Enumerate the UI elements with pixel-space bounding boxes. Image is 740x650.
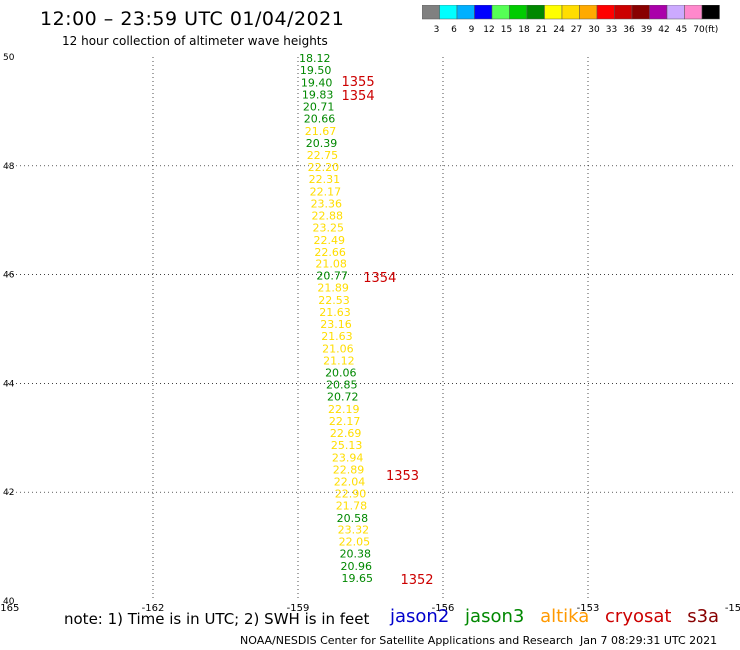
swh-value-label: 22.88 (312, 209, 344, 222)
swh-value-label: 22.49 (313, 234, 345, 247)
y-tick-label: 44 (3, 379, 15, 389)
y-tick-label: 46 (3, 271, 15, 281)
colorbar-label: 70 (693, 25, 705, 35)
legend-jason3: jason3 (465, 606, 525, 627)
generated-timestamp: Jan 7 08:29:31 UTC 2021 (580, 634, 718, 647)
swh-value-label: 22.17 (310, 185, 342, 198)
swh-value-label: 21.67 (305, 125, 337, 138)
y-tick-label: 40 (3, 597, 15, 607)
colorbar-label: 33 (606, 25, 617, 35)
swh-value-label: 23.36 (311, 197, 343, 210)
swh-value-label: 18.12 (299, 52, 331, 65)
swh-value-label: 21.63 (319, 306, 351, 319)
swh-value-label: 23.25 (313, 221, 345, 234)
swh-value-label: 25.13 (331, 439, 363, 452)
colorbar-label: 18 (518, 25, 530, 35)
swh-value-label: 22.90 (335, 487, 367, 500)
pass-number-label: 1353 (386, 469, 419, 484)
legend-cryosat: cryosat (605, 606, 672, 627)
swh-value-label: 21.78 (336, 499, 368, 512)
swh-value-label: 20.38 (340, 548, 372, 561)
colorbar-label: 6 (451, 25, 457, 35)
swh-value-label: 20.66 (304, 112, 336, 125)
swh-value-label: 20.06 (325, 367, 357, 380)
credit-text: NOAA/NESDIS Center for Satellite Applica… (240, 634, 574, 647)
swh-value-label: 21.06 (322, 343, 354, 356)
colorbar-label: 12 (483, 25, 494, 35)
x-tick-label: -162 (142, 603, 165, 614)
chart-title: 12:00 – 23:59 UTC 01/04/2021 (40, 8, 345, 30)
colorbar-swatch-16 (701, 5, 720, 20)
pass-number-label: 1352 (400, 573, 433, 588)
swh-value-label: 23.16 (320, 318, 352, 331)
colorbar-label: 30 (588, 25, 600, 35)
swh-value-label: 19.40 (301, 77, 333, 90)
swh-value-label: 22.20 (308, 161, 340, 174)
pass-number-label: 1354 (342, 89, 375, 104)
swh-value-label: 20.96 (341, 560, 373, 573)
legend-s3a: s3a (687, 606, 720, 627)
swh-value-label: 20.71 (303, 101, 335, 114)
pass-number-label: 1355 (342, 75, 375, 90)
y-tick-label: 48 (3, 162, 15, 172)
swh-value-label: 22.75 (307, 149, 339, 162)
swh-value-label: 22.04 (334, 475, 366, 488)
pass-number-label: 1354 (363, 271, 396, 286)
swh-value-label: 20.58 (337, 512, 369, 525)
colorbar-label: 45 (676, 25, 687, 35)
colorbar-label: 9 (469, 25, 475, 35)
colorbar-label: 39 (641, 25, 653, 35)
swh-value-label: 23.32 (338, 524, 370, 537)
colorbar-label: 15 (501, 25, 512, 35)
x-tick-label: -165 (0, 603, 19, 614)
chart-subtitle: 12 hour collection of altimeter wave hei… (62, 34, 328, 48)
swh-value-label: 22.66 (314, 246, 346, 259)
x-tick-label: -156 (432, 603, 455, 614)
colorbar-label: 36 (623, 25, 635, 35)
swh-value-label: 21.08 (315, 258, 347, 271)
swh-value-label: 22.31 (309, 173, 341, 186)
swh-value-label: 21.63 (321, 330, 353, 343)
colorbar-label: 3 (434, 25, 440, 35)
colorbar-label: 24 (553, 25, 565, 35)
swh-colorbar: 3 6 9 12 15 18 21 24 27 30 33 36 39 42 45 70 (ft) (422, 5, 720, 35)
y-tick-label: 42 (3, 488, 14, 498)
swh-value-label: 22.05 (339, 536, 371, 549)
swh-value-label: 20.39 (306, 137, 338, 150)
swh-value-label: 22.69 (330, 427, 362, 440)
x-tick-label: -159 (287, 603, 310, 614)
legend-altika: altika (540, 606, 590, 627)
swh-value-label: 19.83 (302, 89, 334, 102)
legend-jason2: jason2 (390, 606, 450, 627)
swh-value-label: 22.17 (329, 415, 361, 428)
colorbar-label: 21 (536, 25, 547, 35)
colorbar-unit: (ft) (705, 25, 719, 35)
swh-value-label: 22.53 (318, 294, 350, 307)
swh-value-label: 19.50 (300, 64, 332, 77)
colorbar-label: 27 (571, 25, 582, 35)
swh-value-label: 19.65 (342, 572, 374, 585)
satellite-legend: jason2 jason3 altika cryosat s3a (390, 606, 729, 627)
swh-value-label: 23.94 (332, 451, 364, 464)
y-tick-label: 50 (3, 53, 15, 63)
swh-value-label: 22.19 (328, 403, 360, 416)
swh-value-label: 20.77 (316, 270, 348, 283)
units-note: note: 1) Time is in UTC; 2) SWH is in fe… (64, 610, 370, 628)
x-tick-label: -153 (577, 603, 600, 614)
swh-value-label: 21.12 (323, 355, 355, 368)
swh-value-label: 20.85 (326, 378, 358, 391)
x-tick-label: -15 (725, 603, 740, 614)
swh-value-label: 21.89 (317, 282, 349, 295)
swh-value-label: 22.89 (333, 463, 365, 476)
swh-value-label: 20.72 (327, 390, 359, 403)
colorbar-label: 42 (658, 25, 669, 35)
